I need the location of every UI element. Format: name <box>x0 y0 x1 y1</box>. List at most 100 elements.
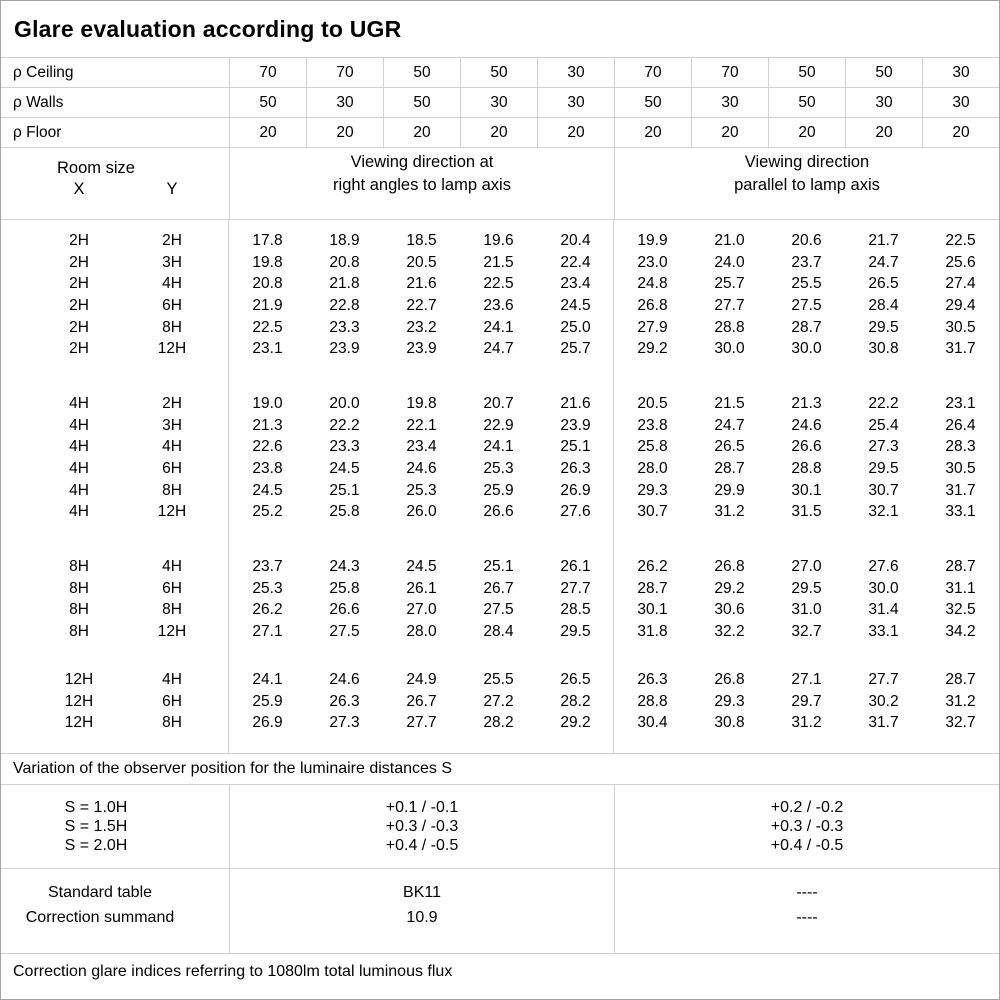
ugr-value: 25.5 <box>483 670 514 688</box>
table-row: 12H 6H 25.9 26.3 26.7 27.2 28.2 28.8 29.3 29.7 30.… <box>1 691 999 713</box>
ugr-value: 31.5 <box>791 503 822 521</box>
reflectance-value: 50 <box>383 58 460 87</box>
row-block: 12H 4H 24.1 24.6 24.9 25.5 26.5 26.3 26.8 27.1 27.… <box>1 669 999 734</box>
ugr-value: 30.5 <box>945 318 976 336</box>
table-row: 2H 2H 17.8 18.9 18.5 19.6 20.4 19.9 21.0 20.6 21.7… <box>1 230 999 252</box>
table-row: 8H 12H 27.1 27.5 28.0 28.4 29.5 31.8 32.2 32.7 33.… <box>1 621 999 643</box>
divider-room-data <box>228 220 229 753</box>
reflectance-value: 20 <box>691 118 768 147</box>
summary-value: ---- <box>796 884 818 901</box>
reflectance-value: 50 <box>460 58 537 87</box>
ugr-value: 25.9 <box>252 692 283 710</box>
ugr-value: 26.1 <box>560 558 591 576</box>
section-header-right-angles: Viewing direction at right angles to lam… <box>229 148 614 219</box>
ugr-value: 20.5 <box>637 394 668 412</box>
table-row: 12H 8H 26.9 27.3 27.7 28.2 29.2 30.4 30.8 31.2 31.… <box>1 712 999 734</box>
ugr-value: 31.7 <box>868 714 899 732</box>
ugr-value: 27.3 <box>329 714 360 732</box>
reflectance-value: 70 <box>691 58 768 87</box>
reflectance-value: 50 <box>614 88 691 117</box>
ugr-value: 24.5 <box>329 460 360 478</box>
room-x: 8H <box>69 601 89 619</box>
table-row: 2H 3H 19.8 20.8 20.5 21.5 22.4 23.0 24.0 23.7 24.7… <box>1 252 999 274</box>
ugr-value: 23.9 <box>406 340 437 358</box>
room-y: 6H <box>162 692 182 710</box>
divider-sections <box>613 220 614 753</box>
ugr-value: 27.7 <box>406 714 437 732</box>
variation-note: Variation of the observer position for t… <box>1 754 999 785</box>
ugr-value: 24.7 <box>714 416 745 434</box>
summary-section: Standard table Correction summand BK11 10.… <box>1 869 999 954</box>
ugr-value: 25.5 <box>791 275 822 293</box>
reflectance-row: ρ Walls 50 30 50 30 30 50 30 50 30 30 <box>1 88 999 118</box>
section-header-parallel: Viewing direction parallel to lamp axis <box>614 148 999 219</box>
reflectance-value: 50 <box>383 88 460 117</box>
column-header-row: Room size X Y Viewing direction at right… <box>1 148 999 220</box>
ugr-value: 20.8 <box>329 253 360 271</box>
ugr-value: 30.0 <box>714 340 745 358</box>
reflectance-value: 70 <box>306 58 383 87</box>
ugr-value: 21.3 <box>252 416 283 434</box>
ugr-value: 24.1 <box>252 670 283 688</box>
ugr-value: 27.5 <box>791 296 822 314</box>
ugr-value: 24.1 <box>483 438 514 456</box>
variation-right-angles: +0.1 / -0.1 +0.3 / -0.3 +0.4 / -0.5 <box>229 785 614 868</box>
ugr-value: 33.1 <box>945 503 976 521</box>
room-y: 12H <box>157 503 187 521</box>
ugr-value: 20.5 <box>406 253 437 271</box>
ugr-value: 25.8 <box>329 503 360 521</box>
table-row: 8H 8H 26.2 26.6 27.0 27.5 28.5 30.1 30.6 31.0 31.4… <box>1 600 999 622</box>
x-column-label: X <box>73 180 85 198</box>
variation-value: +0.3 / -0.3 <box>385 817 459 835</box>
ugr-value: 22.7 <box>406 296 437 314</box>
ugr-value: 27.0 <box>406 601 437 619</box>
ugr-value: 26.3 <box>560 460 591 478</box>
reflectance-value: 30 <box>691 88 768 117</box>
ugr-value: 30.8 <box>868 340 899 358</box>
reflectance-value: 30 <box>922 58 999 87</box>
ugr-value: 30.7 <box>637 503 668 521</box>
reflectance-value: 30 <box>537 58 614 87</box>
ugr-value: 21.8 <box>329 275 360 293</box>
room-size-header: Room size X Y <box>1 148 229 219</box>
room-x: 12H <box>64 692 94 710</box>
ugr-value: 25.7 <box>560 340 591 358</box>
room-x: 2H <box>69 275 89 293</box>
ugr-value: 28.4 <box>868 296 899 314</box>
ugr-value: 21.3 <box>791 394 822 412</box>
room-y: 8H <box>162 714 182 732</box>
ugr-value: 23.1 <box>945 394 976 412</box>
ugr-value: 28.0 <box>406 623 437 641</box>
ugr-value: 25.6 <box>945 253 976 271</box>
room-x: 4H <box>69 394 89 412</box>
ugr-value: 26.6 <box>791 438 822 456</box>
ugr-value: 31.2 <box>714 503 745 521</box>
ugr-value: 29.5 <box>560 623 591 641</box>
ugr-value: 30.1 <box>791 481 822 499</box>
room-y: 12H <box>157 623 187 641</box>
ugr-value: 28.8 <box>714 318 745 336</box>
reflectance-value: 70 <box>614 58 691 87</box>
ugr-value: 29.7 <box>791 692 822 710</box>
ugr-value: 28.7 <box>945 558 976 576</box>
room-y: 3H <box>162 253 182 271</box>
ugr-value: 26.8 <box>714 558 745 576</box>
ugr-value: 21.5 <box>714 394 745 412</box>
ugr-value: 26.7 <box>406 692 437 710</box>
ugr-value: 23.2 <box>406 318 437 336</box>
variation-value: +0.4 / -0.5 <box>770 837 844 855</box>
ugr-value: 24.6 <box>329 670 360 688</box>
ugr-value: 22.5 <box>483 275 514 293</box>
ugr-value: 22.6 <box>252 438 283 456</box>
reflectance-value: 20 <box>922 118 999 147</box>
ugr-value: 23.6 <box>483 296 514 314</box>
ugr-value: 26.9 <box>560 481 591 499</box>
ugr-value: 21.7 <box>868 231 899 249</box>
ugr-value: 31.8 <box>637 623 668 641</box>
ugr-value: 30.4 <box>637 714 668 732</box>
footer-note: Correction glare indices referring to 10… <box>13 963 453 980</box>
ugr-value: 31.7 <box>945 481 976 499</box>
ugr-value: 26.1 <box>406 579 437 597</box>
summary-value: 10.9 <box>406 909 438 926</box>
